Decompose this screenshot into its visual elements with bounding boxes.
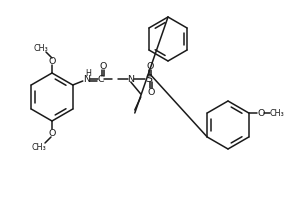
Text: N: N <box>83 74 90 84</box>
Text: S: S <box>145 74 152 84</box>
Text: C: C <box>98 74 104 84</box>
Text: O: O <box>257 109 265 117</box>
Text: CH₃: CH₃ <box>34 44 48 52</box>
Text: N: N <box>127 74 134 84</box>
Text: CH₃: CH₃ <box>32 143 46 152</box>
Text: CH₃: CH₃ <box>270 109 284 117</box>
Text: O: O <box>48 57 56 65</box>
Text: O: O <box>147 87 154 97</box>
Text: O: O <box>99 61 107 71</box>
Text: O: O <box>48 129 56 138</box>
Text: O: O <box>146 61 154 71</box>
Text: H: H <box>85 69 91 77</box>
